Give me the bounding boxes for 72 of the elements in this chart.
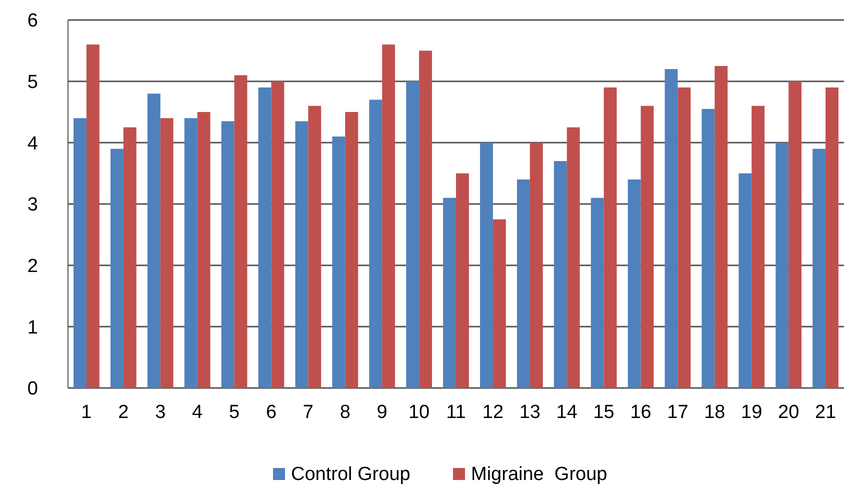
bar [345,112,358,388]
bar [628,179,641,388]
x-tick-label: 18 [704,402,726,423]
bar [492,219,506,388]
bar [123,127,136,388]
bar [295,121,308,388]
x-tick-label: 4 [192,402,204,423]
bar [678,87,691,388]
bar [443,198,456,388]
y-tick-label: 3 [27,194,38,216]
bar [738,173,752,388]
x-tick-label: 8 [340,402,350,423]
bar [271,81,284,388]
bar [160,118,174,388]
bar [197,112,210,388]
bar [147,94,160,388]
bar [554,161,567,388]
bar [74,118,86,388]
bar [752,106,765,388]
bar [590,198,604,388]
bar [640,106,654,388]
bar [184,118,198,388]
bar [480,142,493,388]
x-tick-label: 10 [408,402,430,423]
x-tick-label: 11 [446,402,466,423]
x-tick-label: 19 [741,402,762,423]
bar [788,81,802,388]
bar [664,69,678,388]
bar [456,173,469,388]
legend-label: Control Group [291,464,410,484]
x-tick-label: 16 [630,402,652,423]
bar [702,108,715,388]
bar [258,87,272,388]
bar [776,142,789,388]
x-tick-label: 21 [814,402,836,423]
bar [826,87,838,388]
bar [308,106,322,388]
x-tick-label: 7 [302,402,314,423]
x-tick-label: 1 [81,402,92,423]
y-tick-label: 6 [27,10,38,32]
y-tick-label: 0 [27,378,38,400]
bar [234,75,248,388]
x-tick-label: 15 [593,402,614,423]
bar [812,148,826,388]
x-tick-label: 14 [556,402,578,423]
bar [86,44,100,388]
bar [566,127,580,388]
y-tick-label: 1 [27,317,38,338]
bar [516,179,530,388]
x-tick-label: 2 [118,402,129,423]
legend-label: Migraine Group [471,464,608,484]
x-tick-label: 9 [376,402,388,423]
x-tick-label: 5 [228,402,240,423]
bar [419,50,432,388]
x-tick-label: 6 [266,402,277,423]
y-tick-label: 5 [27,72,38,93]
bar [406,81,420,388]
y-tick-label: 4 [27,133,38,154]
bar [221,121,234,388]
x-tick-label: 17 [667,402,688,423]
bar [382,44,396,388]
bar [530,142,543,388]
bar [604,87,617,388]
y-tick-label: 2 [27,256,38,277]
bar [714,66,728,388]
bar [369,100,382,388]
x-tick-label: 3 [155,402,166,423]
x-tick-label: 12 [482,402,504,423]
x-tick-label: 20 [778,402,800,423]
bar [332,136,346,388]
bar [110,148,124,388]
x-tick-label: 13 [519,402,540,423]
